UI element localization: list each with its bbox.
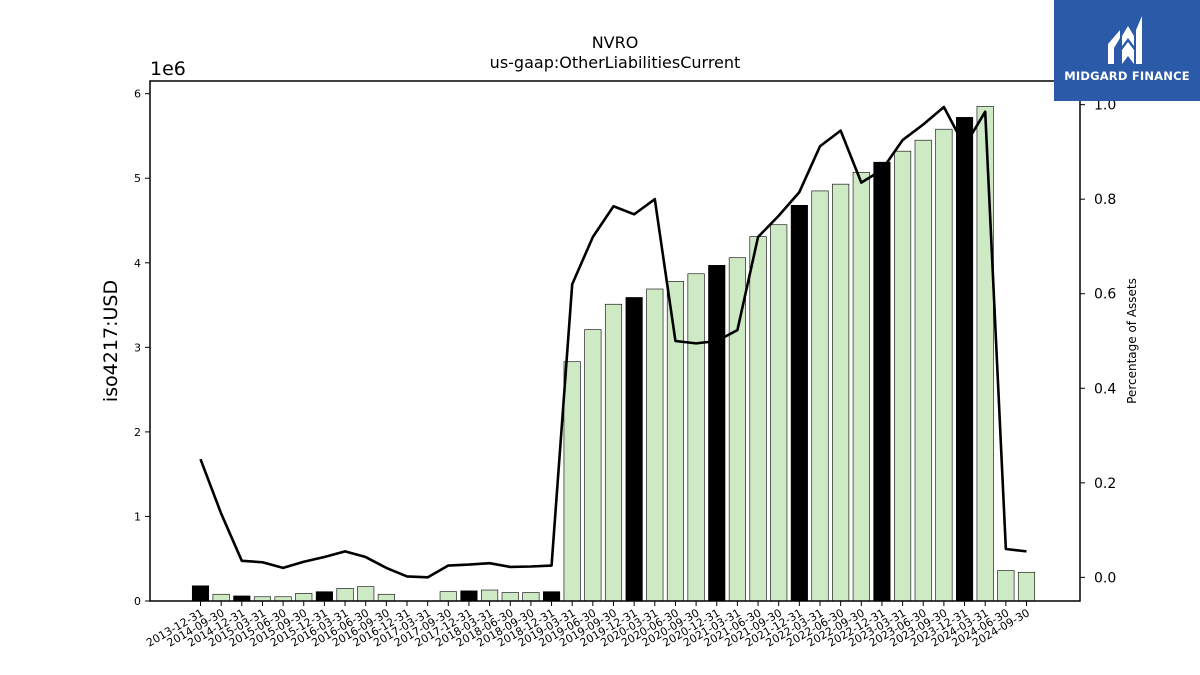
bar-2016-09-30 <box>377 593 395 602</box>
bar-2018-12-31 <box>542 591 561 602</box>
bar-2016-03-31 <box>336 588 354 602</box>
y-tick-label: 4 <box>134 257 141 270</box>
y-tick-label: 6 <box>134 88 141 101</box>
bar-2022-12-31 <box>873 161 891 602</box>
bar-2017-09-30 <box>439 591 457 602</box>
bar-2024-03-31 <box>976 106 994 602</box>
logo-text: MIDGARD FINANCE <box>1064 69 1190 83</box>
percentage-line <box>199 105 1027 579</box>
bar-2022-06-30 <box>832 183 850 602</box>
bar-2023-09-30 <box>935 128 953 602</box>
y2-tick-label: 1.0 <box>1094 98 1116 114</box>
bar-2018-06-30 <box>501 592 519 602</box>
chart-title: NVRO <box>592 33 639 52</box>
plot-frame <box>149 80 1081 602</box>
bar-2020-09-30 <box>687 273 705 602</box>
bar-2019-03-31 <box>563 361 581 602</box>
bar-2021-09-30 <box>770 224 788 602</box>
bar-2023-06-30 <box>914 139 932 602</box>
y-tick-label: 5 <box>134 172 141 185</box>
bar-2024-06-30 <box>997 570 1015 602</box>
bar-2014-12-31 <box>233 595 251 602</box>
bar-2014-09-30 <box>212 593 230 602</box>
y2-tick-label: 0.4 <box>1094 381 1116 397</box>
bar-2021-12-31 <box>790 204 808 602</box>
bar-2013-12-31 <box>191 585 210 602</box>
bar-2024-09-30 <box>1017 571 1036 602</box>
y2-tick-label: 0.2 <box>1094 476 1116 492</box>
bar-2015-09-30 <box>295 593 313 602</box>
bar-2018-09-30 <box>522 592 540 602</box>
y-tick-label: 3 <box>134 341 141 354</box>
y2-axis-label: Percentage of Assets <box>1125 278 1139 404</box>
y-tick-label: 0 <box>134 595 141 608</box>
y2-tick-label: 0.8 <box>1094 192 1116 208</box>
bar-2020-06-30 <box>666 281 685 602</box>
brand-logo: MIDGARD FINANCE <box>1054 0 1200 101</box>
y-tick-label: 2 <box>134 426 141 439</box>
logo-mark-icon <box>1108 16 1142 64</box>
bar-2019-06-30 <box>584 329 602 602</box>
y2-tick-label: 0.0 <box>1094 570 1116 586</box>
y-tick-label: 1 <box>134 510 141 523</box>
bar-2017-12-31 <box>460 590 478 602</box>
bar-2020-12-31 <box>708 265 726 602</box>
y2-tick-label: 0.6 <box>1094 287 1116 303</box>
bar-2021-06-30 <box>749 236 767 602</box>
bar-2018-03-31 <box>481 589 499 602</box>
chart-subtitle: us-gaap:OtherLiabilitiesCurrent <box>490 53 741 72</box>
bar-2015-12-31 <box>315 591 333 602</box>
bar-2019-12-31 <box>625 297 643 602</box>
bar-2019-09-30 <box>604 303 623 602</box>
bar-2022-03-31 <box>811 190 829 602</box>
bar-2023-12-31 <box>955 117 974 602</box>
bar-2016-06-30 <box>357 586 375 602</box>
y-offset-text: 1e6 <box>150 58 186 80</box>
bar-2020-03-31 <box>646 288 664 602</box>
bar-2022-09-30 <box>852 172 870 602</box>
y-axis-label: iso4217:USD <box>100 280 122 402</box>
bar-2023-03-31 <box>894 150 912 602</box>
